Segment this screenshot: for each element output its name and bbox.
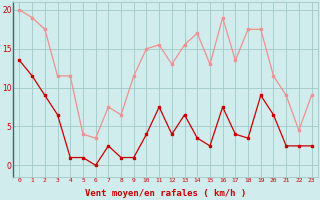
- X-axis label: Vent moyen/en rafales ( km/h ): Vent moyen/en rafales ( km/h ): [85, 189, 246, 198]
